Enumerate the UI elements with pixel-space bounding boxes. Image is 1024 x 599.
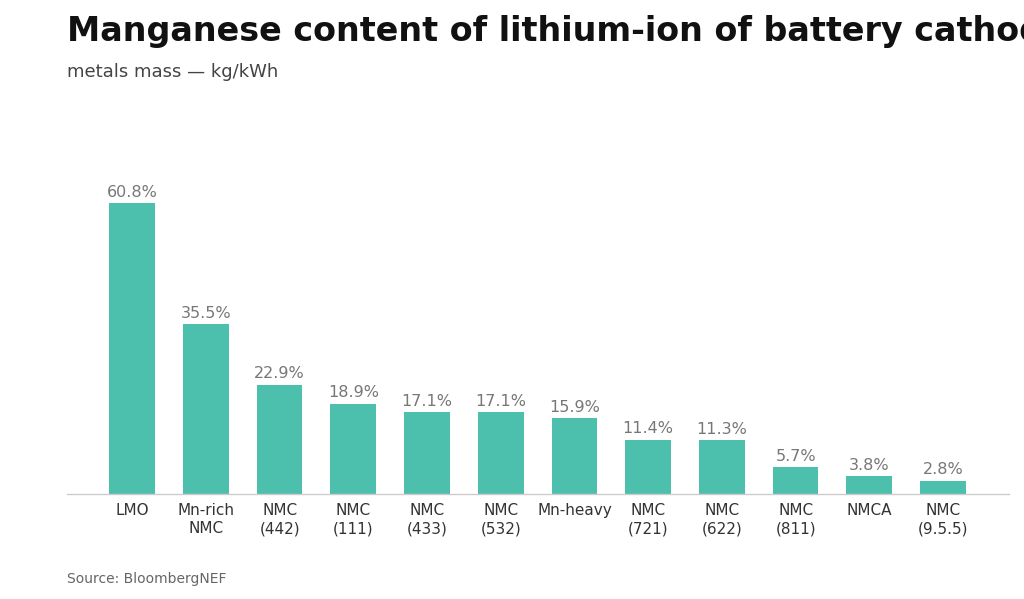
Text: 17.1%: 17.1% bbox=[475, 394, 526, 409]
Bar bbox=[773, 467, 818, 494]
Bar bbox=[921, 481, 966, 494]
Text: 60.8%: 60.8% bbox=[106, 185, 158, 200]
Text: 15.9%: 15.9% bbox=[549, 400, 600, 415]
Text: 5.7%: 5.7% bbox=[775, 449, 816, 464]
Text: 3.8%: 3.8% bbox=[849, 458, 890, 473]
Text: metals mass — kg/kWh: metals mass — kg/kWh bbox=[67, 63, 278, 81]
Bar bbox=[183, 324, 228, 494]
Bar bbox=[257, 385, 302, 494]
Bar bbox=[404, 412, 450, 494]
Text: 11.3%: 11.3% bbox=[696, 422, 748, 437]
Bar bbox=[847, 476, 892, 494]
Bar bbox=[331, 404, 376, 494]
Bar bbox=[699, 440, 744, 494]
Text: 35.5%: 35.5% bbox=[180, 306, 231, 321]
Bar bbox=[552, 418, 597, 494]
Bar bbox=[110, 203, 155, 494]
Bar bbox=[478, 412, 523, 494]
Text: 17.1%: 17.1% bbox=[401, 394, 453, 409]
Text: 18.9%: 18.9% bbox=[328, 385, 379, 400]
Text: Manganese content of lithium-ion of battery cathodes: Manganese content of lithium-ion of batt… bbox=[67, 15, 1024, 48]
Text: 2.8%: 2.8% bbox=[923, 462, 964, 477]
Text: 22.9%: 22.9% bbox=[254, 366, 305, 382]
Bar bbox=[626, 440, 671, 494]
Text: Source: BloombergNEF: Source: BloombergNEF bbox=[67, 572, 226, 586]
Text: 11.4%: 11.4% bbox=[623, 421, 674, 436]
